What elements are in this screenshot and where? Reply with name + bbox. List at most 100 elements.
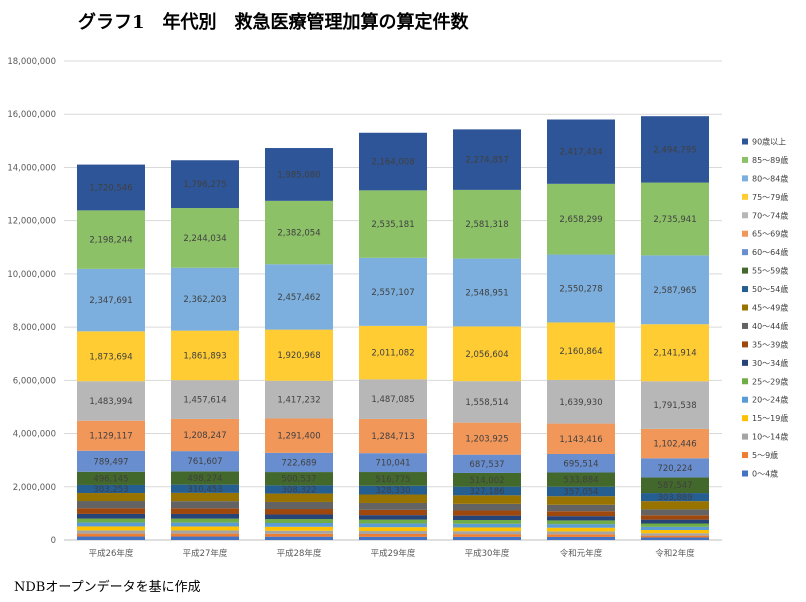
bar-segment (265, 533, 333, 537)
data-label: 1,873,694 (89, 352, 132, 362)
bar-segment (171, 526, 239, 531)
bar-segment (453, 536, 521, 540)
bar-segment (359, 515, 427, 520)
bar-segment (265, 514, 333, 520)
bar-segment (359, 523, 427, 528)
bar-segment (547, 322, 615, 380)
data-label: 687,537 (469, 460, 504, 470)
bar-segment (547, 531, 615, 535)
bar-segment (77, 210, 145, 269)
data-label: 710,041 (375, 459, 410, 469)
bar-segment (77, 501, 145, 509)
data-label: 1,720,546 (89, 183, 132, 193)
bar-segment (547, 423, 615, 455)
x-tick-label: 平成29年度 (371, 548, 416, 559)
legend-item: 30～34歳 (742, 358, 788, 368)
legend-item: 60～64歳 (742, 247, 788, 257)
bar-segment (359, 527, 427, 532)
y-tick-label: 2,000,000 (13, 483, 56, 493)
legend-swatch (742, 156, 748, 163)
data-label: 587,547 (657, 481, 692, 491)
data-label: 1,291,400 (277, 432, 320, 442)
legend-item: 35～39歳 (742, 339, 788, 349)
legend-swatch (742, 415, 748, 422)
y-tick-label: 4,000,000 (13, 430, 56, 440)
data-label: 2,535,181 (371, 220, 414, 230)
data-label: 2,457,462 (277, 293, 320, 303)
bar-segment (265, 493, 333, 502)
bar-segment (359, 190, 427, 258)
data-label: 1,558,514 (465, 398, 508, 408)
data-label: 2,244,034 (183, 234, 226, 244)
bar-segment (547, 486, 615, 497)
bar-segment (641, 519, 709, 524)
bar-segment (641, 509, 709, 516)
legend-label: 20～24歳 (752, 395, 788, 405)
bar-segment (77, 508, 145, 514)
data-label: 327,186 (469, 487, 504, 497)
bar-segment (453, 531, 521, 535)
legend-item: 50～54歳 (742, 284, 788, 294)
data-label: 1,143,416 (559, 435, 602, 445)
legend-swatch (742, 470, 748, 477)
y-axis-ticks: 0 2,000,000 4,000,000 6,000,000 8,000,000 10,… (7, 57, 56, 546)
bar-segment (359, 502, 427, 510)
legend-item: 5～9歳 (742, 450, 778, 460)
legend: 90歳以上 85～89歳 80～84歳 75～79歳 70～74歳 65～69歳 60～64… (742, 137, 788, 479)
legend-label: 80～84歳 (752, 173, 788, 183)
bar-segment (453, 472, 521, 487)
legend-swatch (742, 212, 748, 219)
data-label: 1,483,994 (89, 397, 132, 407)
legend-item: 45～49歳 (742, 303, 788, 313)
bar-segment (265, 485, 333, 494)
legend-label: 0～4歳 (752, 469, 778, 479)
bar-segment (453, 326, 521, 382)
legend-item: 85～89歳 (742, 155, 788, 165)
bar-segment (641, 530, 709, 534)
y-tick-label: 6,000,000 (13, 376, 56, 386)
bar-segment (265, 530, 333, 534)
x-tick-label: 平成27年度 (183, 548, 228, 559)
bar-segment (547, 534, 615, 537)
bar-segment (453, 510, 521, 516)
data-label: 2,548,951 (465, 289, 508, 299)
y-tick-label: 10,000,000 (7, 270, 56, 280)
bar-segment (77, 518, 145, 523)
bar-segment (641, 533, 709, 536)
data-label: 2,164,008 (371, 158, 414, 168)
data-label: 1,457,614 (183, 396, 226, 406)
bar-segment (453, 189, 521, 259)
bar-segment (359, 536, 427, 540)
y-tick-label: 16,000,000 (7, 110, 56, 120)
data-label: 328,330 (375, 486, 410, 496)
legend-item: 25～29歳 (742, 376, 788, 386)
bar-segment (77, 471, 145, 485)
bar-segment (641, 428, 709, 459)
bar-segment (359, 534, 427, 537)
legend-swatch (742, 230, 748, 237)
bar-segment (359, 531, 427, 535)
data-label: 308,322 (281, 485, 316, 495)
data-label: 2,417,434 (559, 148, 602, 158)
legend-label: 70～74歳 (752, 210, 788, 220)
data-label: 357,054 (563, 487, 598, 497)
data-label: 2,587,965 (653, 286, 696, 296)
legend-swatch (742, 193, 748, 200)
bar-segment (547, 454, 615, 473)
data-label: 2,581,318 (465, 220, 508, 230)
legend-label: 35～39歳 (752, 339, 788, 349)
bar-segment (171, 518, 239, 523)
bar-segment (171, 208, 239, 268)
x-tick-label: 令和2年度 (655, 548, 695, 559)
stacked-bar-chart: 0 2,000,000 4,000,000 6,000,000 8,000,000 10,… (7, 57, 788, 559)
legend-swatch (742, 433, 748, 440)
data-label: 2,141,914 (653, 349, 696, 359)
data-label: 2,557,107 (371, 288, 414, 298)
bar-segment (171, 451, 239, 472)
legend-swatch (742, 396, 748, 403)
data-label: 1,487,085 (371, 395, 414, 405)
bar-segment (171, 471, 239, 485)
bar-segment (77, 381, 145, 421)
legend-swatch (742, 267, 748, 274)
